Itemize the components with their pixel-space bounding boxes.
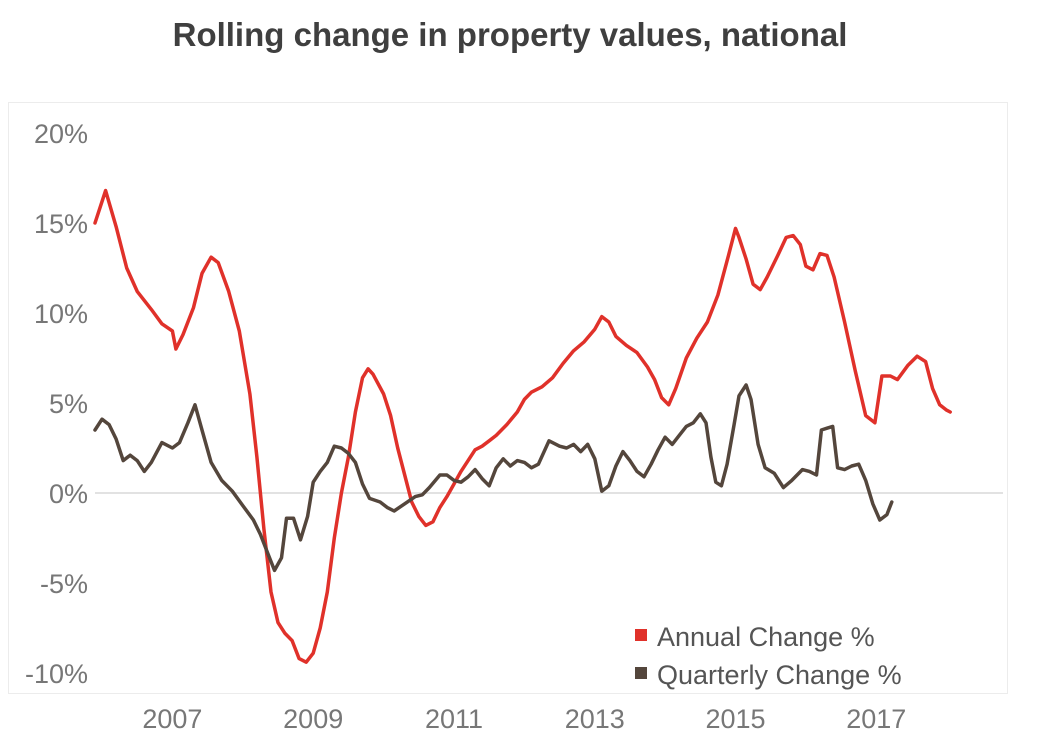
x-tick-label: 2017 bbox=[846, 704, 906, 734]
y-tick-label: -10% bbox=[25, 659, 88, 689]
y-axis-ticks: 20% 15% 10% 5% 0% -5% -10% bbox=[25, 119, 88, 689]
series-layer bbox=[93, 188, 952, 664]
y-tick-label: 15% bbox=[34, 209, 88, 239]
x-tick-label: 2015 bbox=[705, 704, 765, 734]
y-tick-label: 10% bbox=[34, 299, 88, 329]
series-line-annual-change bbox=[93, 188, 952, 664]
plot-frame bbox=[8, 102, 1008, 694]
x-tick-label: 2007 bbox=[142, 704, 202, 734]
legend-label-quarterly: Quarterly Change % bbox=[657, 660, 902, 690]
legend-marker-quarterly bbox=[635, 667, 647, 679]
x-axis-ticks: 2007 2009 2011 2013 2015 2017 bbox=[142, 704, 906, 734]
x-tick-label: 2011 bbox=[425, 704, 483, 734]
series-line-quarterly-change bbox=[93, 383, 894, 573]
x-tick-label: 2009 bbox=[283, 704, 343, 734]
x-tick-label: 2013 bbox=[565, 704, 625, 734]
legend: Annual Change % Quarterly Change % bbox=[635, 622, 902, 690]
y-tick-label: -5% bbox=[40, 569, 88, 599]
legend-marker-annual bbox=[635, 629, 647, 641]
y-tick-label: 5% bbox=[49, 389, 88, 419]
y-tick-label: 20% bbox=[34, 119, 88, 149]
legend-label-annual: Annual Change % bbox=[657, 622, 875, 652]
chart-title: Rolling change in property values, natio… bbox=[172, 16, 848, 53]
y-tick-label: 0% bbox=[49, 479, 88, 509]
